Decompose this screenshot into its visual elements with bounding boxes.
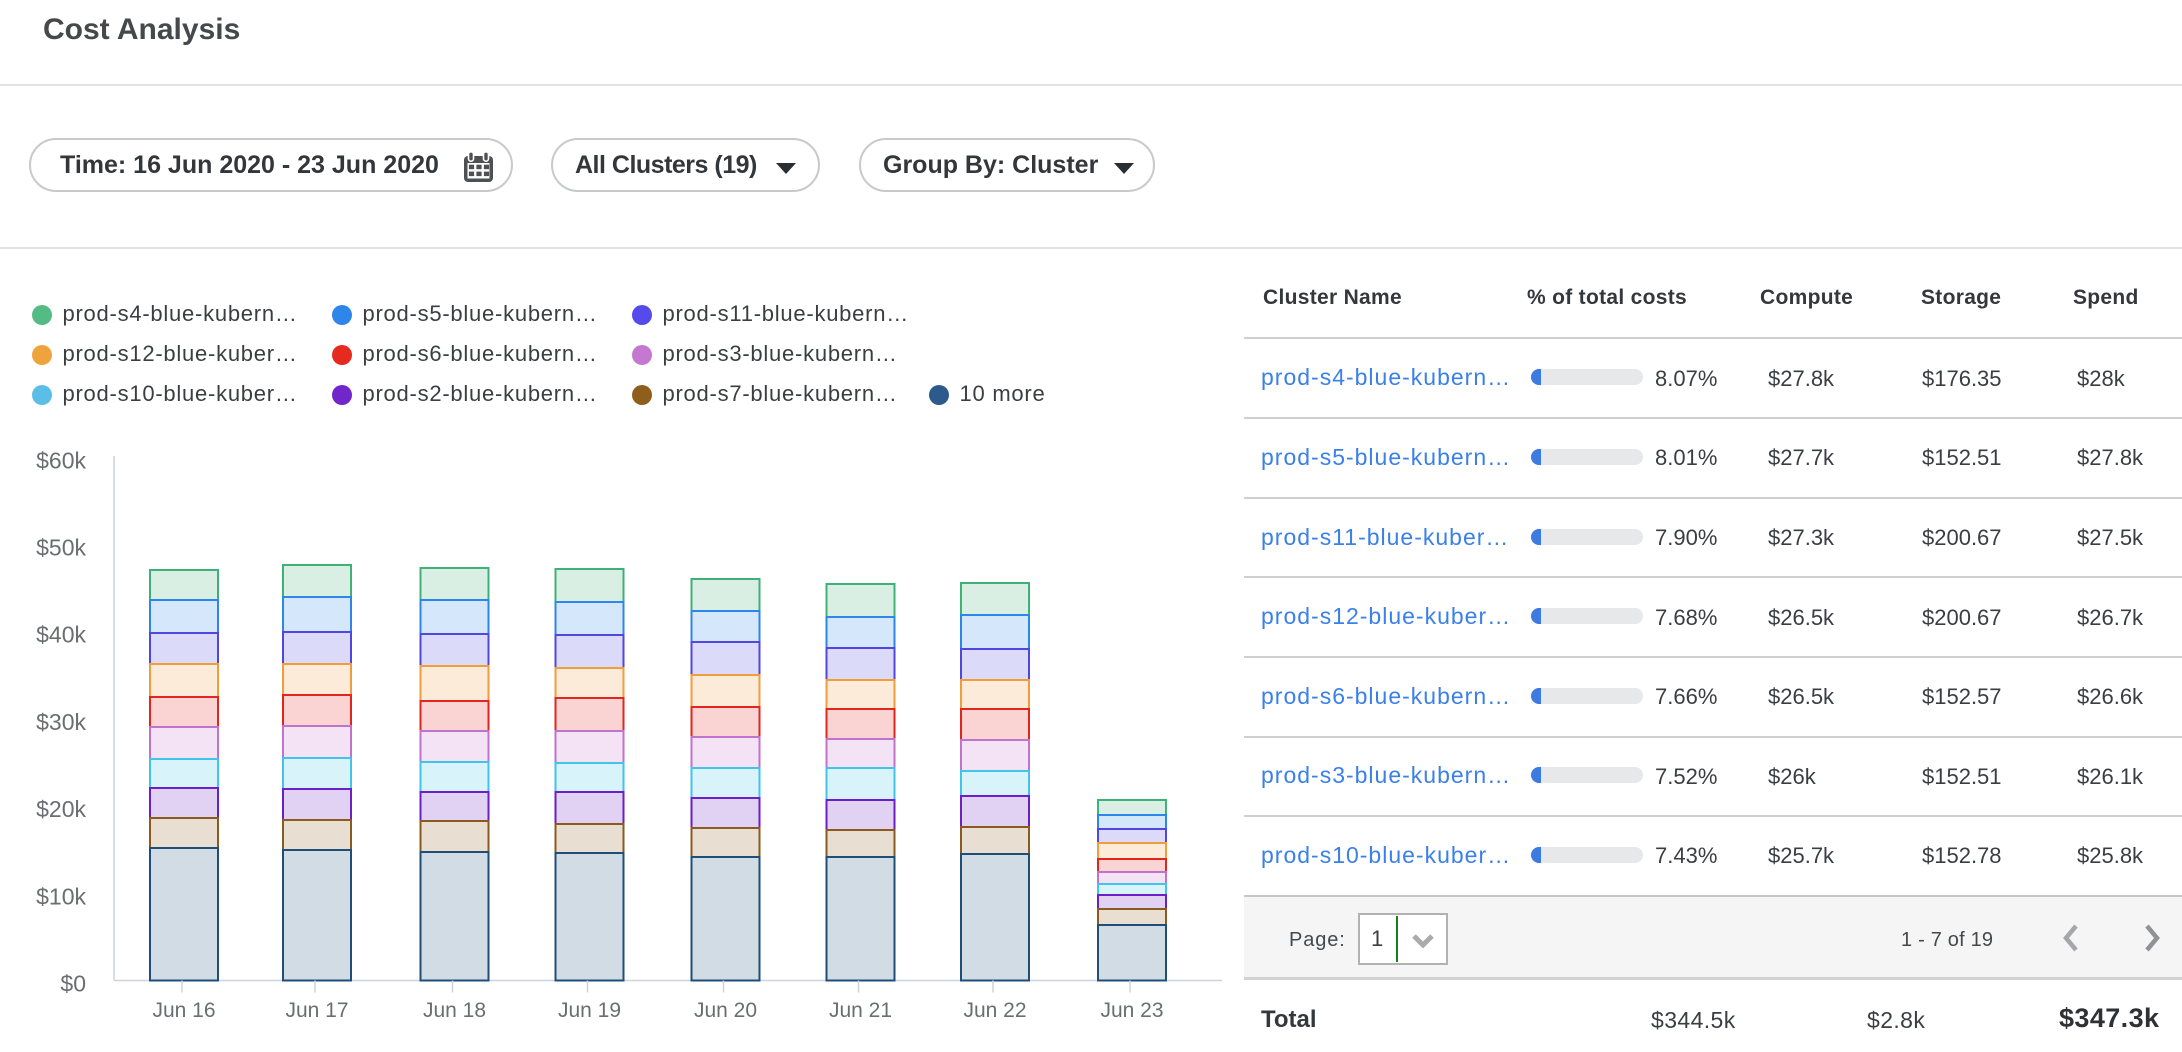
svg-text:$50k: $50k: [36, 535, 86, 561]
svg-text:Jun 19: Jun 19: [558, 999, 621, 1022]
svg-text:$0: $0: [60, 971, 86, 997]
svg-text:$20k: $20k: [36, 796, 86, 822]
svg-text:$30k: $30k: [36, 709, 86, 735]
svg-text:Jun 17: Jun 17: [285, 999, 348, 1022]
svg-text:Jun 20: Jun 20: [694, 999, 757, 1022]
svg-text:Jun 18: Jun 18: [423, 999, 486, 1022]
svg-text:$40k: $40k: [36, 622, 86, 648]
svg-text:$10k: $10k: [36, 883, 86, 909]
svg-text:Jun 22: Jun 22: [963, 999, 1026, 1022]
svg-text:Jun 23: Jun 23: [1100, 999, 1163, 1022]
svg-text:Jun 16: Jun 16: [152, 999, 215, 1022]
svg-text:Jun 21: Jun 21: [829, 999, 892, 1022]
svg-text:$60k: $60k: [36, 447, 86, 473]
